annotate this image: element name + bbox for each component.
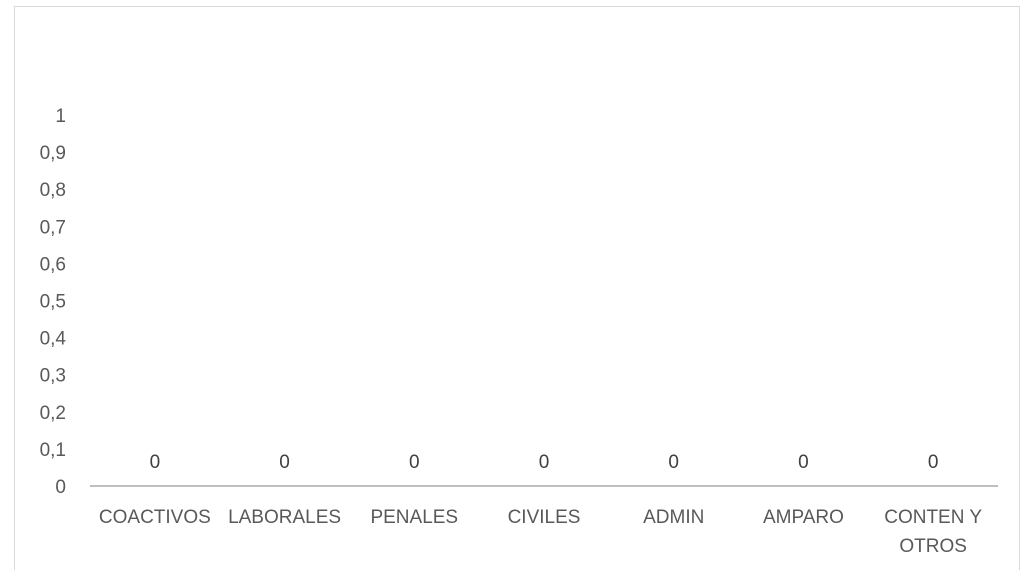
data-label: 0 [928,452,939,473]
x-category-label: ADMIN [643,507,704,528]
data-label: 0 [409,452,420,473]
x-category-label: CIVILES [508,507,581,528]
x-category-label: AMPARO [763,507,844,528]
y-tick-label: 1 [55,106,66,127]
y-tick-label: 0,6 [40,254,66,275]
data-label: 0 [798,452,809,473]
x-category-label: LABORALES [228,507,341,528]
y-tick-label: 0,7 [40,217,66,238]
y-tick-label: 0 [55,477,66,498]
x-category-label: PENALES [370,507,458,528]
x-category-label: COACTIVOS [99,507,211,528]
y-tick-label: 0,3 [40,366,66,387]
y-tick-label: 0,2 [40,403,66,424]
y-tick-label: 0,4 [40,329,67,350]
y-tick-label: 0,1 [40,440,66,461]
y-tick-label: 0,5 [40,292,66,313]
y-tick-label: 0,8 [40,180,66,201]
chart-frame [14,6,1020,570]
data-label: 0 [279,452,290,473]
y-tick-label: 0,9 [40,143,66,164]
data-label: 0 [150,452,161,473]
data-label: 0 [539,452,550,473]
x-category-label: CONTEN Y OTROS [884,507,982,557]
data-label: 0 [668,452,679,473]
